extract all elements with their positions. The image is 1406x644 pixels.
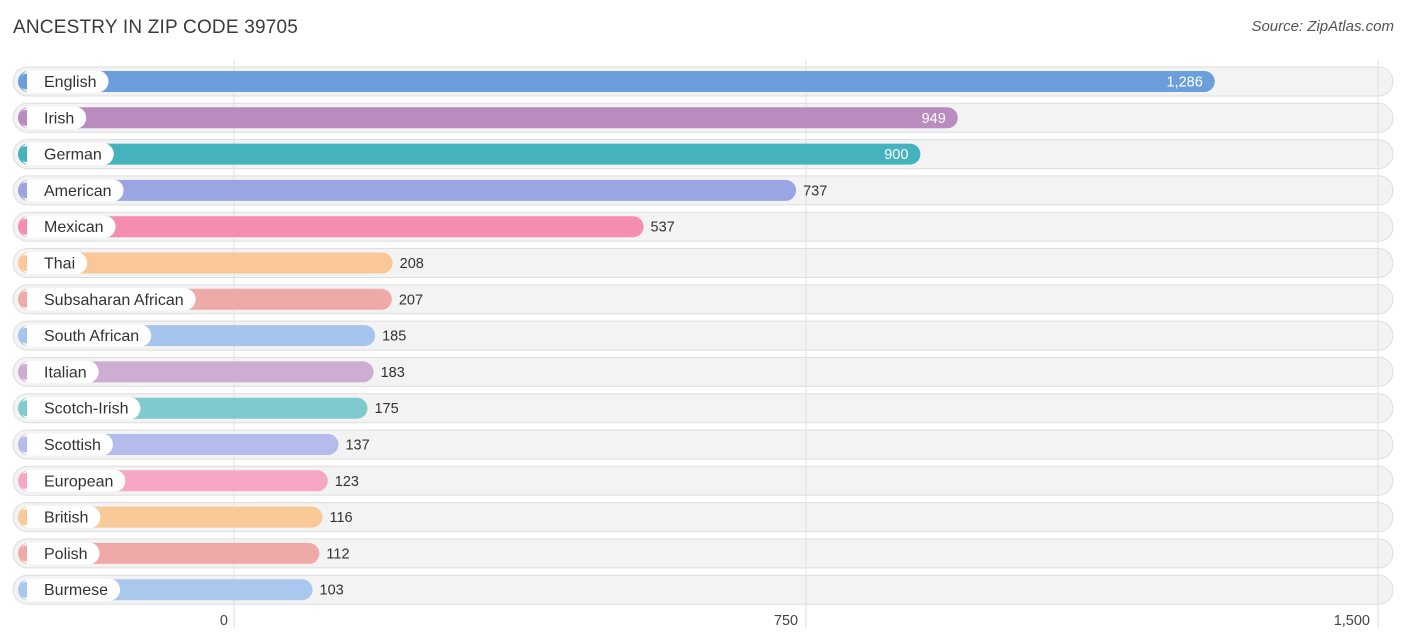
bar-row-italian: Italian 183 [18,360,405,383]
x-axis: 0 750 1,500 [220,613,1370,629]
category-label: European [44,473,113,490]
pill-fill [27,578,39,601]
category-label: Italian [44,364,87,381]
bar [18,71,1215,92]
category-pill [20,179,124,202]
category-label: British [44,510,88,527]
category-pill [20,433,113,456]
category-label: Thai [44,256,75,273]
category-pill [20,397,141,420]
tick-label: 0 [220,613,228,629]
chart-source: Source: ZipAtlas.com [1251,18,1394,35]
value-label: 183 [381,365,405,381]
pill-fill [27,143,39,166]
row-track [12,574,1394,605]
pill-fill [27,252,39,274]
chart-title: ANCESTRY IN ZIP CODE 39705 [13,17,299,38]
pill-fill [27,469,39,492]
value-label: 175 [374,401,398,417]
pill-fill [27,542,39,565]
category-pill [20,324,152,347]
category-pill [20,578,121,601]
category-pill [20,506,101,529]
bar-row-mexican: Mexican 537 [18,215,675,238]
category-label: American [44,183,112,200]
category-pill [20,542,100,565]
category-label: Subsaharan African [44,292,184,309]
bar-row-subsaharan-african: Subsaharan African 207 [18,288,423,311]
row-track [12,538,1394,569]
category-pill [20,288,196,311]
pill-fill [27,70,39,93]
category-label: Polish [44,546,88,563]
bar-row-thai: Thai 208 [18,252,424,274]
category-pill [20,70,109,93]
value-label: 949 [922,111,946,127]
pill-fill [27,433,39,456]
bar-row-german: German 900 [18,143,921,166]
value-label: 207 [399,292,423,308]
bar-row-american: American 737 [18,179,827,202]
category-label: Scottish [44,437,101,454]
pill-fill [27,179,39,202]
category-pill [20,215,116,238]
value-label: 1,286 [1166,75,1202,91]
category-label: German [44,147,102,164]
bar [18,252,393,274]
bar [18,361,374,383]
value-label: 103 [320,583,344,599]
bars: English 1,286 Irish 949 German 900 American 737… [18,70,1215,601]
pill-fill [27,506,39,529]
category-label: Scotch-Irish [44,401,128,418]
pill-fill [27,106,39,129]
value-label: 137 [345,438,369,454]
category-pill [20,143,114,166]
bar-row-scottish: Scottish 137 [18,433,370,456]
bar-row-british: British 116 [18,506,353,529]
value-label: 208 [400,256,424,272]
value-label: 116 [329,510,352,526]
value-label: 185 [382,329,406,345]
value-label: 737 [803,183,827,199]
bar [18,143,921,165]
pill-fill [27,288,39,311]
bar [18,179,797,201]
tick-label: 1,500 [1334,613,1370,629]
value-label: 112 [326,546,349,562]
bar-row-english: English 1,286 [18,70,1215,93]
row-track [12,429,1394,460]
category-pill [20,360,99,383]
category-label: Mexican [44,219,104,236]
category-label: Irish [44,110,74,127]
bar-row-scotch-irish: Scotch-Irish 175 [18,397,399,420]
bar [18,216,644,238]
category-pill [20,469,126,492]
row-track [12,502,1394,533]
bar-row-south-african: South African 185 [18,324,406,347]
category-label: English [44,74,96,91]
value-label: 900 [884,147,908,163]
pill-fill [27,397,39,420]
tick-label: 750 [774,613,798,629]
category-label: Burmese [44,582,108,599]
pill-fill [27,215,39,238]
category-label: South African [44,328,139,345]
bar-row-polish: Polish 112 [18,542,350,565]
bar-row-european: European 123 [18,469,359,492]
bar-row-irish: Irish 949 [18,106,958,129]
value-label: 123 [335,474,359,490]
bar-row-burmese: Burmese 103 [18,578,344,601]
bar [18,107,958,129]
pill-fill [27,324,39,347]
pill-fill [27,360,39,383]
value-label: 537 [651,220,675,236]
row-track [12,465,1394,496]
